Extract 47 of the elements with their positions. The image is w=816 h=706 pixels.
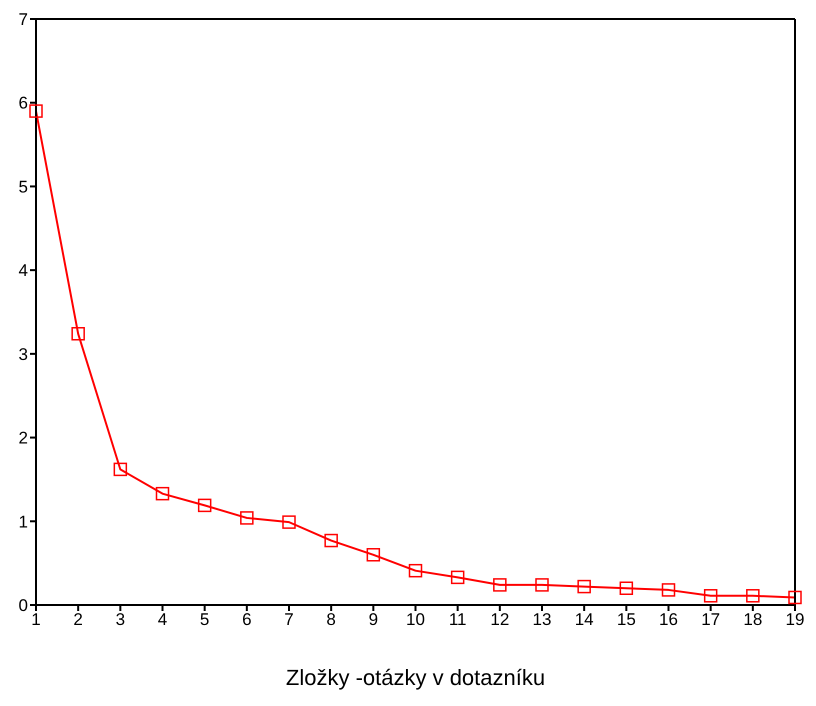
point [240, 511, 254, 525]
y-tick-label: 1 [18, 512, 28, 532]
point [493, 578, 507, 592]
point [29, 104, 43, 118]
point [282, 515, 296, 529]
point [408, 564, 422, 578]
x-tick-label: 15 [616, 610, 636, 630]
point [535, 578, 549, 592]
point [620, 582, 634, 596]
point [662, 583, 676, 597]
point [788, 590, 802, 604]
x-tick-label: 16 [659, 610, 678, 630]
point [704, 589, 718, 603]
y-tick-label: 4 [18, 261, 28, 280]
x-tick-label: 8 [326, 610, 336, 630]
y-tick-label: 3 [18, 344, 28, 364]
x-tick-label: 9 [368, 610, 378, 630]
point [114, 462, 128, 476]
x-tick-label: 10 [406, 610, 425, 630]
point [577, 580, 591, 594]
y-tick-label: 2 [18, 428, 28, 448]
point [156, 486, 170, 500]
x-tick-label: 2 [73, 610, 83, 630]
y-tick-label: 5 [18, 177, 28, 196]
x-tick-label: 13 [532, 610, 552, 630]
x-tick-label: 18 [743, 610, 762, 630]
x-tick-label: 7 [284, 610, 294, 630]
x-tick-label: 1 [31, 610, 41, 630]
x-tick-label: 5 [200, 610, 210, 630]
point [324, 534, 338, 548]
x-axis-title: Zložky -otázky v dotazníku [286, 665, 546, 690]
x-tick-label: 6 [242, 610, 252, 630]
x-tick-label: 19 [786, 610, 804, 630]
point [450, 570, 464, 584]
point [366, 548, 380, 562]
y-tick-label: 0 [18, 596, 28, 616]
y-tick-label: 7 [18, 10, 28, 30]
x-tick-label: 14 [574, 610, 594, 630]
x-tick-label: 4 [158, 610, 168, 630]
x-tick-label: 17 [701, 610, 720, 630]
point [198, 498, 212, 512]
point [746, 589, 760, 603]
x-tick-label: 12 [490, 610, 510, 630]
point [71, 327, 85, 341]
y-tick-label: 6 [18, 94, 28, 113]
x-tick-label: 3 [116, 610, 126, 630]
x-tick-label: 11 [448, 610, 466, 630]
